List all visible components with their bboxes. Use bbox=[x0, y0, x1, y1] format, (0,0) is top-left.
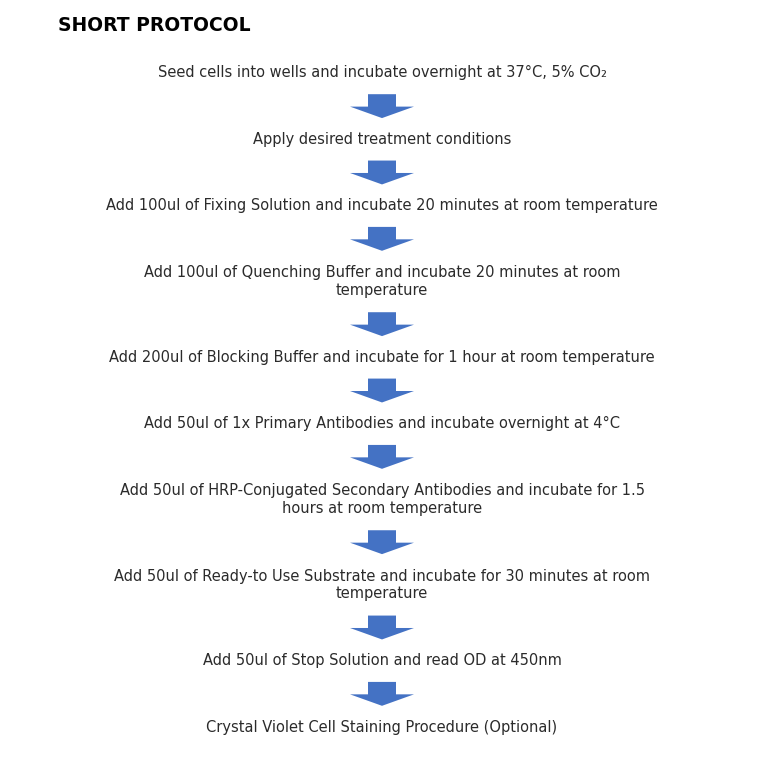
Text: Add 100ul of Quenching Buffer and incubate 20 minutes at room
temperature: Add 100ul of Quenching Buffer and incuba… bbox=[144, 265, 620, 298]
Polygon shape bbox=[350, 94, 414, 118]
Polygon shape bbox=[350, 312, 414, 336]
Polygon shape bbox=[350, 616, 414, 639]
Text: Add 100ul of Fixing Solution and incubate 20 minutes at room temperature: Add 100ul of Fixing Solution and incubat… bbox=[106, 198, 658, 213]
Text: Apply desired treatment conditions: Apply desired treatment conditions bbox=[253, 132, 511, 147]
Text: Add 50ul of Ready-to Use Substrate and incubate for 30 minutes at room
temperatu: Add 50ul of Ready-to Use Substrate and i… bbox=[114, 568, 650, 601]
Text: Crystal Violet Cell Staining Procedure (Optional): Crystal Violet Cell Staining Procedure (… bbox=[206, 720, 558, 734]
Text: Add 50ul of HRP-Conjugated Secondary Antibodies and incubate for 1.5
hours at ro: Add 50ul of HRP-Conjugated Secondary Ant… bbox=[119, 484, 645, 516]
Text: Add 50ul of Stop Solution and read OD at 450nm: Add 50ul of Stop Solution and read OD at… bbox=[202, 653, 562, 668]
Polygon shape bbox=[350, 227, 414, 251]
Polygon shape bbox=[350, 379, 414, 403]
Text: Add 200ul of Blocking Buffer and incubate for 1 hour at room temperature: Add 200ul of Blocking Buffer and incubat… bbox=[109, 350, 655, 365]
Polygon shape bbox=[350, 530, 414, 554]
Polygon shape bbox=[350, 160, 414, 184]
Text: Add 50ul of 1x Primary Antibodies and incubate overnight at 4°C: Add 50ul of 1x Primary Antibodies and in… bbox=[144, 416, 620, 431]
Polygon shape bbox=[350, 682, 414, 706]
Text: SHORT PROTOCOL: SHORT PROTOCOL bbox=[58, 16, 251, 35]
Polygon shape bbox=[350, 445, 414, 469]
Text: Seed cells into wells and incubate overnight at 37°C, 5% CO₂: Seed cells into wells and incubate overn… bbox=[157, 66, 607, 80]
